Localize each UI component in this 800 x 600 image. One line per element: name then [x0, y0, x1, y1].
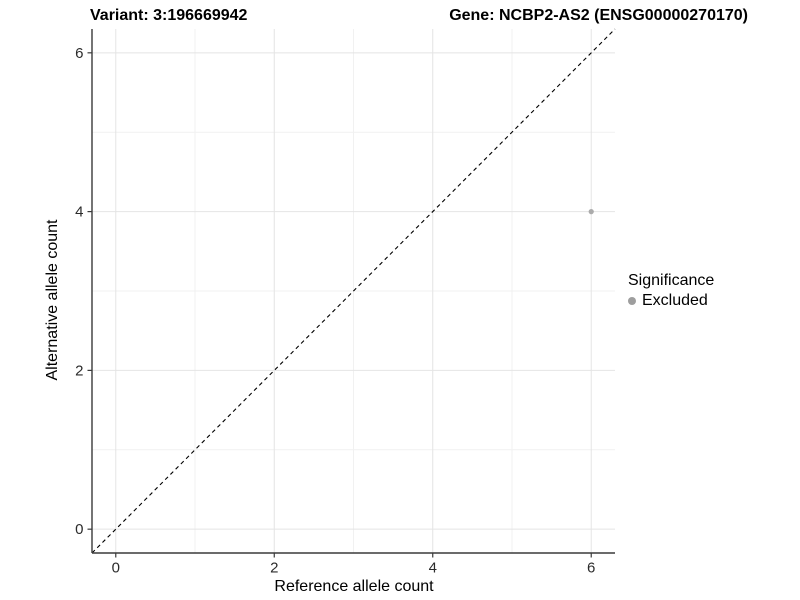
plot-title-variant: Variant: 3:196669942: [90, 7, 248, 24]
x-tick-label: 0: [112, 560, 120, 577]
plot-title-gene: Gene: NCBP2-AS2 (ENSG00000270170): [449, 7, 748, 24]
legend-item-excluded: Excluded: [628, 292, 714, 310]
identity-reference-line: [91, 28, 616, 554]
x-tick-label: 4: [429, 560, 437, 577]
y-axis-title: Alternative allele count: [44, 219, 61, 381]
x-tick-label: 2: [270, 560, 278, 577]
y-tick-label: 0: [75, 521, 83, 538]
legend: Significance Excluded: [628, 272, 714, 310]
y-tick-label: 6: [75, 45, 83, 62]
legend-title: Significance: [628, 272, 715, 289]
data-point: [588, 209, 594, 215]
y-tick-label: 4: [75, 204, 83, 221]
x-tick-label: 6: [587, 560, 595, 577]
excluded-point-icon: [628, 297, 636, 305]
x-axis-title: Reference allele count: [274, 578, 434, 595]
legend-item-label: Excluded: [642, 292, 708, 309]
y-tick-label: 2: [75, 362, 83, 379]
